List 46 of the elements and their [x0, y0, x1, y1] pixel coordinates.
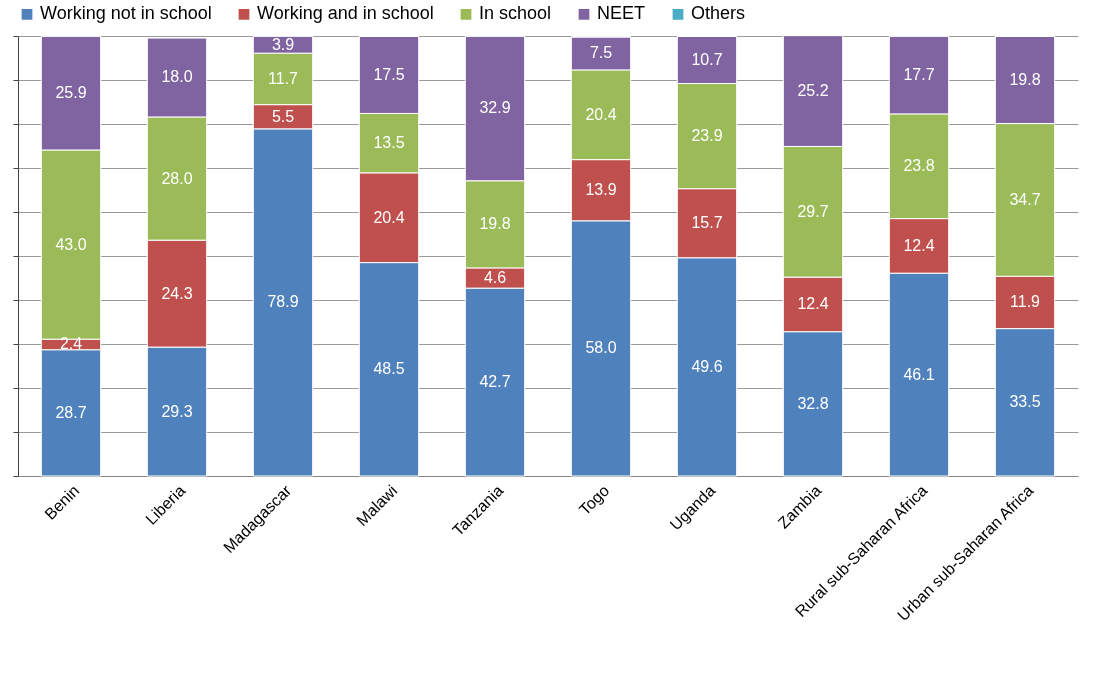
data-label: 43.0: [55, 235, 87, 253]
data-label: 13.9: [585, 181, 617, 199]
data-label: 23.9: [691, 127, 723, 145]
data-label: 58.0: [585, 339, 617, 357]
data-label: 46.1: [903, 365, 935, 383]
data-label: 11.9: [1010, 293, 1041, 311]
data-label: 23.8: [903, 157, 935, 175]
data-label: 25.2: [797, 82, 829, 99]
legend-label: NEET: [597, 3, 646, 24]
data-label: 34.7: [1009, 190, 1041, 208]
data-label: 10.7: [691, 50, 723, 68]
data-label: 18.0: [161, 68, 193, 86]
data-label: 11.7: [268, 69, 299, 87]
data-label: 5.5: [271, 107, 295, 125]
data-label: 19.8: [479, 215, 511, 233]
data-label: 3.9: [271, 35, 295, 53]
legend-label: Others: [691, 3, 746, 24]
data-label: 20.4: [585, 105, 617, 123]
data-label: 15.7: [691, 214, 723, 232]
data-label: 2.4: [59, 335, 83, 353]
data-label: 32.8: [797, 394, 829, 412]
data-label: 17.7: [903, 65, 935, 83]
data-label: 12.4: [903, 236, 935, 254]
data-label: 7.5: [589, 44, 613, 62]
data-label: 28.0: [161, 169, 193, 187]
data-label: 24.3: [161, 284, 193, 302]
data-label: 49.6: [691, 357, 723, 375]
data-label: 28.7: [55, 403, 87, 421]
legend-label: Working and in school: [257, 3, 434, 24]
legend-label: In school: [479, 3, 552, 24]
data-label: 20.4: [373, 208, 405, 226]
data-label: 13.5: [373, 134, 405, 152]
data-label: 19.8: [1009, 71, 1041, 88]
data-label: 78.9: [267, 293, 299, 311]
data-label: 29.7: [797, 202, 829, 220]
data-label: 4.6: [483, 269, 507, 286]
data-label: 29.3: [161, 402, 193, 420]
data-label: 25.9: [55, 83, 87, 101]
x-tick-label: Togo: [575, 481, 613, 519]
legend-label: Working not in school: [40, 3, 212, 24]
data-label: 12.4: [797, 295, 829, 313]
data-label: 32.9: [479, 99, 511, 117]
data-label: 33.5: [1009, 393, 1041, 411]
data-label: 48.5: [373, 360, 405, 378]
data-label: 42.7: [479, 373, 511, 391]
data-label: 17.5: [373, 65, 405, 83]
